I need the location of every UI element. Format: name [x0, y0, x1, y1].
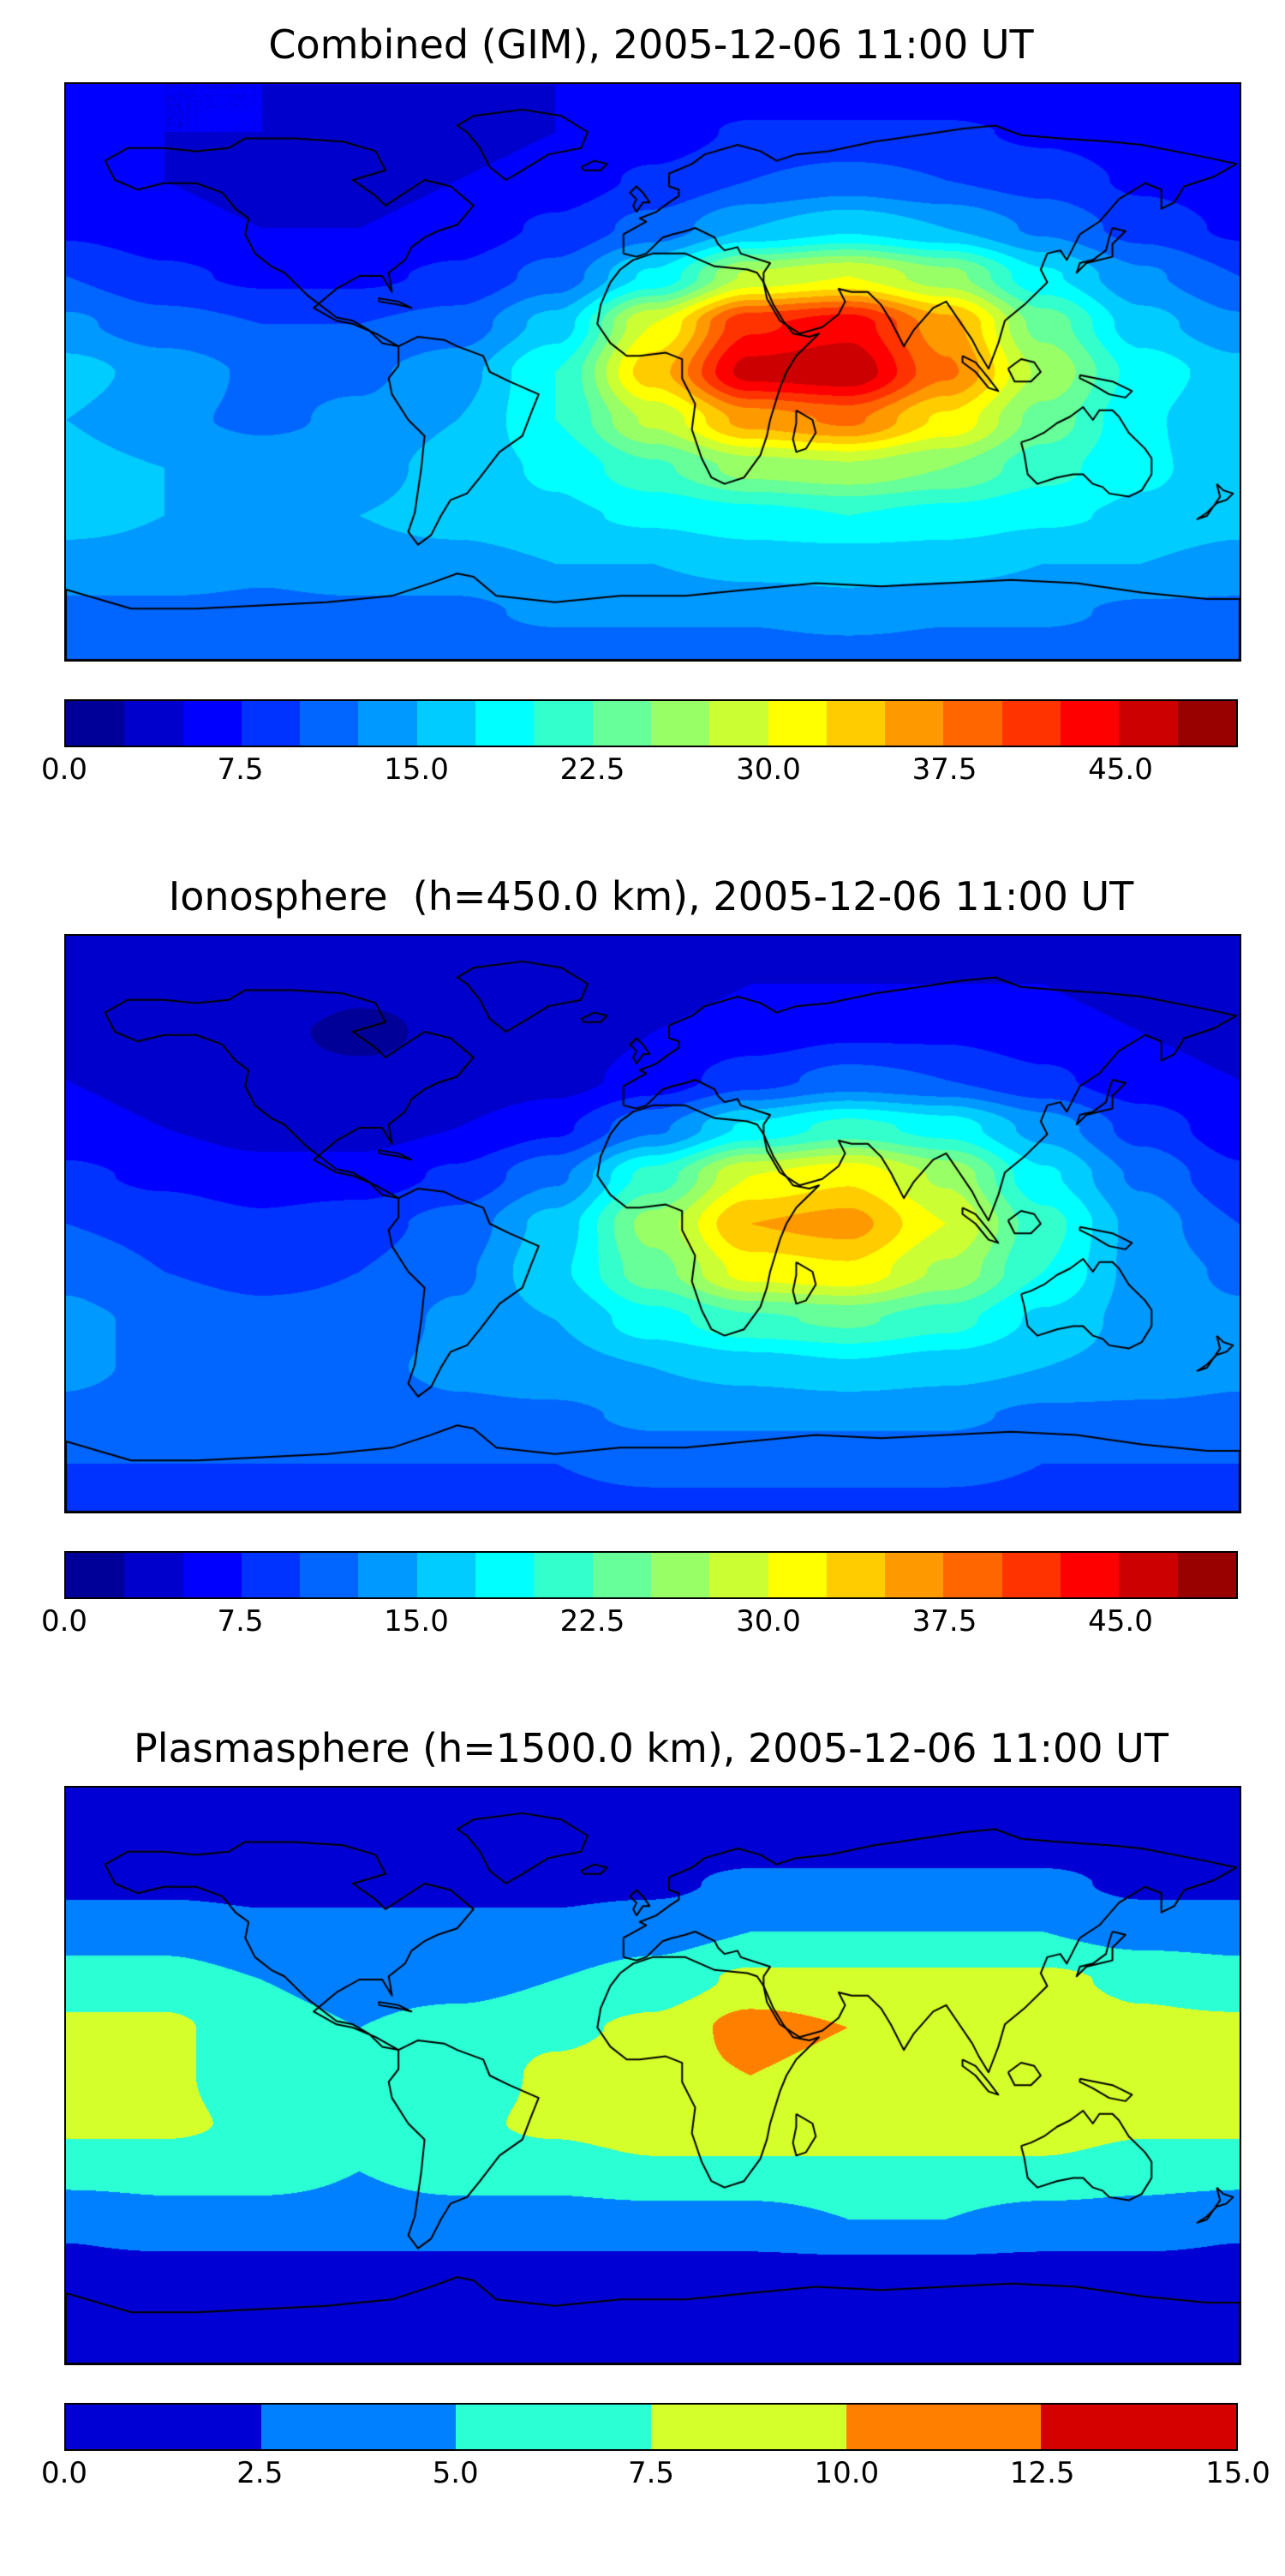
- figure: Combined (GIM), 2005-12-06 11:00 UT 0.0 7…: [41, 21, 1270, 2492]
- colorbar-tick-label: 0.0: [40, 2456, 88, 2490]
- colorbar-tick-label: 0.0: [40, 1604, 88, 1638]
- colorbar-tick-label: 7.5: [627, 2456, 675, 2490]
- colorbar-segment: [709, 701, 768, 746]
- map-ionosphere: [64, 934, 1241, 1513]
- colorbar-segment: [1001, 1553, 1061, 1597]
- panel-title-plasmasphere: Plasmasphere (h=1500.0 km), 2005-12-06 1…: [134, 1725, 1168, 1771]
- colorbar-segment: [241, 701, 301, 746]
- colorbar-segment: [943, 701, 1002, 746]
- colorbar-tick-label: 15.0: [384, 752, 449, 787]
- colorbar-tick-label: 10.0: [814, 2456, 880, 2490]
- colorbar-tick-label: 12.5: [1009, 2456, 1075, 2490]
- colorbar-segment: [709, 1553, 768, 1597]
- colorbar-segment: [260, 2405, 457, 2449]
- colorbar-plasmasphere: [64, 2403, 1238, 2451]
- colorbar-ionosphere: [64, 1551, 1238, 1599]
- colorbar-segment: [1041, 2405, 1237, 2449]
- colorbar-tick-label: 30.0: [736, 752, 801, 787]
- colorbar-segment: [1119, 701, 1178, 746]
- colorbar-segment: [534, 1553, 593, 1597]
- colorbar-segment: [456, 2405, 652, 2449]
- panel-title-combined: Combined (GIM), 2005-12-06 11:00 UT: [268, 21, 1034, 68]
- colorbar-segment: [1061, 701, 1120, 746]
- panel-combined-gim: Combined (GIM), 2005-12-06 11:00 UT 0.0 7…: [41, 21, 1241, 788]
- colorbar-tick-label: 7.5: [217, 1604, 264, 1638]
- colorbar-segment: [241, 1553, 301, 1597]
- colorbar-tick-label: 2.5: [236, 2456, 284, 2490]
- colorbar-segment: [475, 701, 535, 746]
- colorbar-segment: [846, 2405, 1042, 2449]
- colorbar-ticks-ionosphere: 0.0 7.5 15.0 22.5 30.0 37.5 45.0: [41, 1604, 1238, 1640]
- colorbar-segment: [768, 1553, 827, 1597]
- colorbar-tick-label: 37.5: [911, 1604, 977, 1638]
- colorbar-segment: [300, 701, 359, 746]
- colorbar-segment: [826, 1553, 886, 1597]
- colorbar-ticks-plasmasphere: 0.0 2.5 5.0 7.5 10.0 12.5 15.0: [41, 2456, 1270, 2492]
- colorbar-tick-label: 15.0: [1205, 2456, 1270, 2490]
- colorbar-segment: [768, 701, 827, 746]
- colorbar-segment: [358, 1553, 417, 1597]
- panel-ionosphere: Ionosphere (h=450.0 km), 2005-12-06 11:0…: [41, 872, 1241, 1640]
- colorbar-segment: [124, 701, 183, 746]
- colorbar-tick-label: 22.5: [559, 1604, 625, 1638]
- colorbar-segment: [592, 701, 651, 746]
- colorbar-tick-label: 15.0: [384, 1604, 449, 1638]
- colorbar-tick-label: 7.5: [217, 752, 264, 787]
- colorbar-tick-label: 45.0: [1088, 752, 1153, 787]
- colorbar-tick-label: 45.0: [1088, 1604, 1153, 1638]
- colorbar-ticks-combined: 0.0 7.5 15.0 22.5 30.0 37.5 45.0: [41, 752, 1238, 788]
- colorbar-segment: [1119, 1553, 1178, 1597]
- colorbar-segment: [885, 1553, 944, 1597]
- map-plasmasphere: [64, 1786, 1241, 2365]
- colorbar-segment: [182, 1553, 242, 1597]
- colorbar-segment: [416, 701, 476, 746]
- colorbar-segment: [66, 701, 125, 746]
- colorbar-segment: [416, 1553, 476, 1597]
- colorbar-segment: [592, 1553, 651, 1597]
- colorbar-segment: [300, 1553, 359, 1597]
- colorbar-tick-label: 22.5: [559, 752, 625, 787]
- panel-title-ionosphere: Ionosphere (h=450.0 km), 2005-12-06 11:0…: [168, 873, 1134, 920]
- colorbar-segment: [885, 701, 944, 746]
- colorbar-segment: [475, 1553, 535, 1597]
- colorbar-segment: [66, 2405, 261, 2449]
- colorbar-segment: [651, 2405, 846, 2449]
- colorbar-segment: [1061, 1553, 1120, 1597]
- colorbar-segment: [1177, 1553, 1236, 1597]
- colorbar-tick-label: 0.0: [40, 752, 88, 787]
- map-combined-gim: [64, 82, 1241, 662]
- colorbar-segment: [943, 1553, 1002, 1597]
- colorbar-segment: [182, 701, 242, 746]
- colorbar-segment: [826, 701, 886, 746]
- colorbar-segment: [1001, 701, 1061, 746]
- colorbar-segment: [650, 1553, 710, 1597]
- colorbar-tick-label: 5.0: [432, 2456, 479, 2490]
- colorbar-segment: [124, 1553, 183, 1597]
- colorbar-segment: [66, 1553, 125, 1597]
- colorbar-combined: [64, 699, 1238, 747]
- colorbar-segment: [1177, 701, 1236, 746]
- colorbar-segment: [534, 701, 593, 746]
- colorbar-tick-label: 30.0: [736, 1604, 801, 1638]
- colorbar-tick-label: 37.5: [911, 752, 977, 787]
- colorbar-segment: [650, 701, 710, 746]
- colorbar-segment: [358, 701, 417, 746]
- panel-plasmasphere: Plasmasphere (h=1500.0 km), 2005-12-06 1…: [41, 1724, 1270, 2492]
